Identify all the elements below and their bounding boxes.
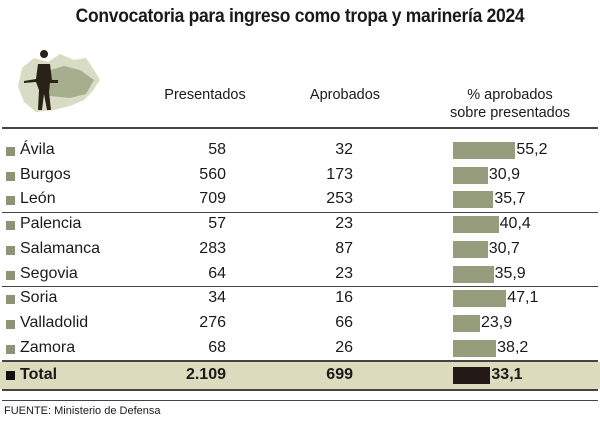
divider: [2, 389, 598, 391]
pct-label: 40,4: [499, 215, 531, 233]
province-name: Soria: [20, 289, 58, 307]
province-name: Zamora: [20, 338, 76, 356]
pct-label: 47,1: [507, 289, 539, 307]
pct-label: 30,7: [488, 239, 520, 257]
pct-label: 35,9: [494, 264, 526, 282]
aprobados-value: 253: [326, 190, 353, 208]
pct-bar: [453, 290, 507, 308]
pct-bar: [453, 142, 516, 159]
legend-square: [6, 371, 15, 380]
pct-label: 55,2: [516, 141, 548, 158]
province-name: Palencia: [20, 215, 82, 233]
aprobados-value: 23: [335, 215, 353, 233]
table-row: Burgos 560 173 30,9: [0, 164, 600, 188]
presentados-value: 58: [208, 141, 226, 158]
legend-square: [6, 295, 15, 305]
presentados-value: 34: [208, 289, 226, 307]
chart-title: Convocatoria para ingreso como tropa y m…: [75, 6, 525, 27]
presentados-value: 276: [199, 313, 226, 331]
aprobados-value: 16: [335, 289, 353, 307]
presentados-value: 709: [199, 190, 226, 208]
legend-square: [6, 171, 15, 181]
total-label: Total: [20, 366, 58, 383]
table-row: Zamora 68 26 38,2: [0, 337, 600, 361]
header-aprobados: Aprobados: [309, 87, 381, 103]
pct-bar: [453, 265, 494, 283]
legend-square: [6, 221, 15, 231]
table-row: Valladolid 276 66 23,9: [0, 312, 600, 336]
divider: [2, 400, 598, 401]
pct-bar: [453, 240, 488, 258]
divider: [2, 360, 598, 362]
aprobados-value: 66: [335, 313, 353, 331]
soldier-map-illustration: [18, 50, 100, 112]
legend-square: [6, 319, 15, 329]
table-row: Salamanca 283 87 30,7: [0, 238, 600, 262]
table-row: Palencia 57 23 40,4: [0, 213, 600, 237]
aprobados-value: 32: [335, 141, 353, 158]
presentados-value: 64: [208, 264, 226, 282]
province-name: León: [20, 190, 56, 208]
header-pct-line2: sobre presentados: [449, 105, 571, 121]
presentados-value: 283: [199, 239, 226, 257]
total-pct-label: 33,1: [491, 366, 523, 383]
pct-label: 30,9: [488, 165, 521, 183]
table-row: Ávila 58 32 55,2: [0, 139, 600, 163]
pct-bar: [453, 216, 499, 234]
province-name: Burgos: [20, 165, 71, 183]
legend-square: [6, 196, 15, 206]
aprobados-value: 26: [335, 338, 353, 356]
divider: [2, 212, 598, 213]
table-row: Soria 34 16 47,1: [0, 287, 600, 311]
province-name: Salamanca: [20, 239, 101, 257]
presentados-value: 68: [208, 338, 226, 356]
pct-bar: [453, 191, 494, 209]
total-bar: [453, 367, 491, 384]
header-presentados: Presentados: [164, 87, 246, 103]
total-aprobados: 699: [326, 366, 353, 383]
legend-square: [6, 147, 15, 156]
province-name: Segovia: [20, 264, 78, 282]
pct-label: 35,7: [494, 190, 526, 208]
legend-square: [6, 270, 15, 280]
aprobados-value: 87: [335, 239, 353, 257]
total-presentados: 2.109: [185, 366, 226, 383]
pct-label: 23,9: [481, 313, 513, 331]
divider: [2, 286, 598, 287]
pct-bar: [453, 339, 497, 357]
source-note: FUENTE: Ministerio de Defensa: [4, 405, 161, 417]
table-row: Segovia 64 23 35,9: [0, 263, 600, 287]
pct-label: 38,2: [497, 338, 529, 356]
aprobados-value: 173: [326, 165, 353, 183]
presentados-value: 57: [208, 215, 226, 233]
province-name: Valladolid: [20, 313, 89, 331]
province-name: Ávila: [20, 141, 55, 158]
table-row: León 709 253 35,7: [0, 188, 600, 212]
presentados-value: 560: [199, 165, 226, 183]
pct-bar: [453, 314, 480, 332]
divider: [2, 127, 598, 129]
legend-square: [6, 344, 15, 354]
aprobados-value: 23: [335, 264, 353, 282]
pct-bar: [453, 166, 488, 184]
header-pct-line1: % aprobados: [467, 87, 553, 103]
legend-square: [6, 245, 15, 255]
total-row: Total 2.109 699 33,1: [0, 362, 600, 389]
